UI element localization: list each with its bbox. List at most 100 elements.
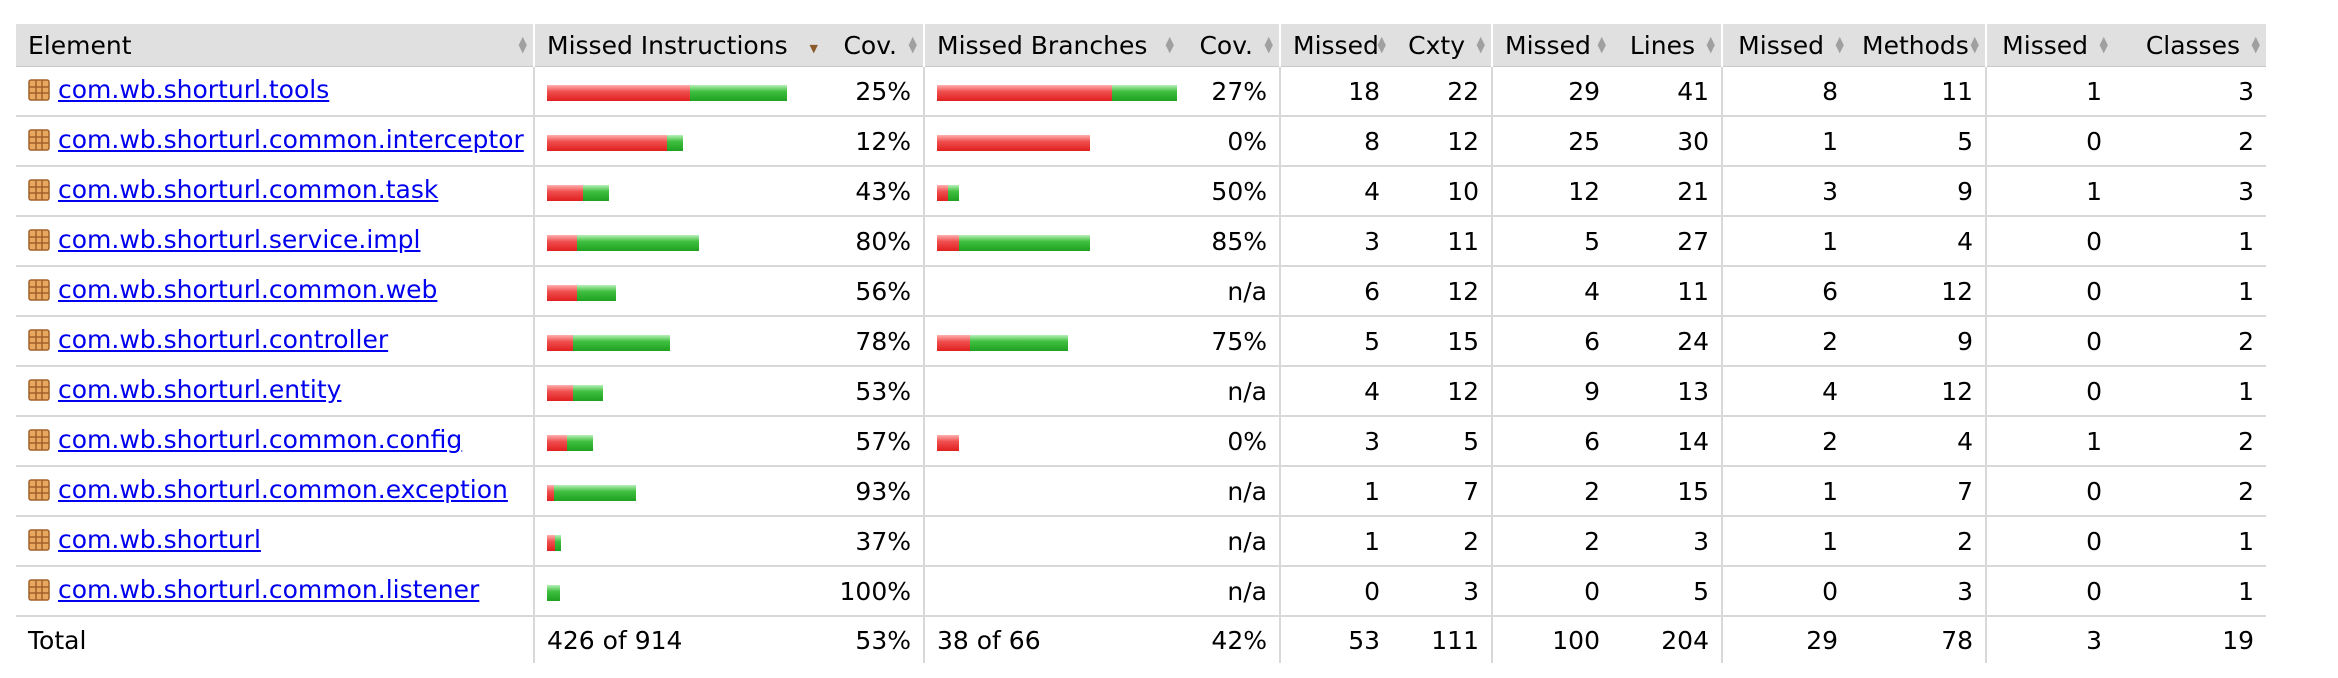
- package-icon: [28, 528, 50, 551]
- classes: 2: [2114, 316, 2266, 367]
- package-link[interactable]: com.wb.shorturl.common.exception: [58, 474, 508, 504]
- methods: 12: [1850, 266, 1986, 317]
- total-missed-methods: 29: [1721, 616, 1850, 663]
- missed-instructions-bar-cell: [533, 166, 824, 217]
- total-missed-lines: 100: [1491, 616, 1612, 663]
- branches-coverage: n/a: [1180, 266, 1280, 317]
- package-link[interactable]: com.wb.shorturl.common.task: [58, 174, 439, 204]
- package-link[interactable]: com.wb.shorturl.common.interceptor: [58, 124, 524, 154]
- element-cell: com.wb.shorturl.service.impl: [16, 216, 534, 267]
- column-header-lines[interactable]: Lines ▲ ▼: [1612, 24, 1722, 67]
- missed-lines: 12: [1491, 166, 1612, 217]
- column-header-branches-coverage[interactable]: Cov. ▲ ▼: [1180, 24, 1280, 67]
- missed-classes: 1: [1985, 66, 2114, 117]
- element-cell: com.wb.shorturl.common.listener: [16, 566, 534, 617]
- missed-bar-segment: [547, 184, 583, 201]
- column-header-label: Cxty: [1408, 30, 1465, 60]
- covered-bar-segment: [959, 234, 1090, 251]
- missed-instructions-bar-cell: [533, 216, 824, 267]
- package-link[interactable]: com.wb.shorturl.entity: [58, 374, 342, 404]
- covered-bar-segment: [1112, 84, 1177, 101]
- classes: 1: [2114, 216, 2266, 267]
- missed-cxty: 3: [1279, 216, 1392, 267]
- instructions-coverage: 80%: [824, 216, 924, 267]
- column-header-instructions-coverage[interactable]: Cov. ▲ ▼: [824, 24, 924, 67]
- table-row: com.wb.shorturl.controller 78% 75% 5 15 6 24 2 9…: [16, 316, 2266, 367]
- sort-icon: ▲ ▼: [908, 34, 917, 55]
- sort-icon: ▲ ▼: [1264, 34, 1273, 55]
- package-link[interactable]: com.wb.shorturl.common.config: [58, 424, 463, 454]
- missed-branches-bar-cell: [923, 566, 1180, 617]
- cxty: 10: [1392, 166, 1492, 217]
- branches-coverage: 0%: [1180, 116, 1280, 167]
- branches-coverage: 50%: [1180, 166, 1280, 217]
- classes: 2: [2114, 466, 2266, 517]
- branches-bar: [937, 184, 959, 201]
- sort-icon: ▲ ▼: [2251, 34, 2260, 55]
- lines: 21: [1612, 166, 1722, 217]
- column-header-classes[interactable]: Classes ▲ ▼: [2114, 24, 2266, 67]
- package-link[interactable]: com.wb.shorturl.service.impl: [58, 224, 421, 254]
- covered-bar-segment: [573, 334, 670, 351]
- branches-bar: [937, 234, 1090, 251]
- column-header-label: Missed Branches: [937, 30, 1148, 60]
- cxty: 15: [1392, 316, 1492, 367]
- package-link[interactable]: com.wb.shorturl.common.listener: [58, 574, 480, 604]
- column-header-missed-instructions[interactable]: Missed Instructions ▲▼: [533, 24, 824, 67]
- element-cell: com.wb.shorturl.common.interceptor: [16, 116, 534, 167]
- column-header-methods[interactable]: Methods ▲ ▼: [1850, 24, 1986, 67]
- table-row: com.wb.shorturl.common.interceptor 12% 0% 8…: [16, 116, 2266, 167]
- covered-bar-segment: [567, 434, 593, 451]
- missed-methods: 4: [1721, 366, 1850, 417]
- branches-coverage: n/a: [1180, 566, 1280, 617]
- missed-branches-bar-cell: [923, 416, 1180, 467]
- missed-classes: 1: [1985, 416, 2114, 467]
- branches-coverage: 0%: [1180, 416, 1280, 467]
- lines: 11: [1612, 266, 1722, 317]
- missed-lines: 6: [1491, 416, 1612, 467]
- sort-down-icon: ▲▼: [809, 42, 818, 55]
- column-header-missed-methods[interactable]: Missed ▲ ▼: [1721, 24, 1850, 67]
- missed-cxty: 4: [1279, 166, 1392, 217]
- column-header-cxty[interactable]: Cxty ▲ ▼: [1392, 24, 1492, 67]
- instructions-coverage: 43%: [824, 166, 924, 217]
- column-header-missed-cxty[interactable]: Missed ▲ ▼: [1279, 24, 1392, 67]
- instructions-bar: [547, 434, 593, 451]
- package-entry: com.wb.shorturl.service.impl: [28, 225, 420, 254]
- missed-bar-segment: [547, 434, 567, 451]
- methods: 12: [1850, 366, 1986, 417]
- missed-branches-bar-cell: [923, 366, 1180, 417]
- column-header-missed-lines[interactable]: Missed ▲ ▼: [1491, 24, 1612, 67]
- package-link[interactable]: com.wb.shorturl.tools: [58, 74, 330, 104]
- missed-lines: 4: [1491, 266, 1612, 317]
- missed-cxty: 6: [1279, 266, 1392, 317]
- total-label: Total: [28, 625, 87, 655]
- column-header-element[interactable]: Element ▲ ▼: [16, 24, 534, 67]
- package-entry: com.wb.shorturl.common.exception: [28, 475, 508, 504]
- methods: 2: [1850, 516, 1986, 567]
- branches-coverage: n/a: [1180, 366, 1280, 417]
- total-instructions: 426 of 914: [533, 616, 824, 663]
- lines: 30: [1612, 116, 1722, 167]
- table-row: com.wb.shorturl 37% n/a 1 2 2 3 1 2 0 1: [16, 516, 2266, 567]
- lines: 15: [1612, 466, 1722, 517]
- missed-methods: 0: [1721, 566, 1850, 617]
- instructions-coverage: 53%: [824, 366, 924, 417]
- missed-classes: 0: [1985, 466, 2114, 517]
- total-missed-classes: 3: [1985, 616, 2114, 663]
- classes: 1: [2114, 566, 2266, 617]
- instructions-bar: [547, 84, 787, 101]
- sort-icon: ▲ ▼: [1597, 34, 1606, 55]
- covered-bar-segment: [970, 334, 1068, 351]
- methods: 9: [1850, 166, 1986, 217]
- package-link[interactable]: com.wb.shorturl.common.web: [58, 274, 438, 304]
- package-entry: com.wb.shorturl: [28, 525, 261, 554]
- package-link[interactable]: com.wb.shorturl: [58, 524, 261, 554]
- table-row: com.wb.shorturl.common.config 57% 0% 3 5 6 14 2…: [16, 416, 2266, 467]
- column-header-missed-classes[interactable]: Missed ▲ ▼: [1985, 24, 2114, 67]
- package-icon: [28, 278, 50, 301]
- column-header-missed-branches[interactable]: Missed Branches ▲ ▼: [923, 24, 1180, 67]
- package-link[interactable]: com.wb.shorturl.controller: [58, 324, 389, 354]
- element-cell: com.wb.shorturl: [16, 516, 534, 567]
- sort-icon: ▲ ▼: [1476, 34, 1485, 55]
